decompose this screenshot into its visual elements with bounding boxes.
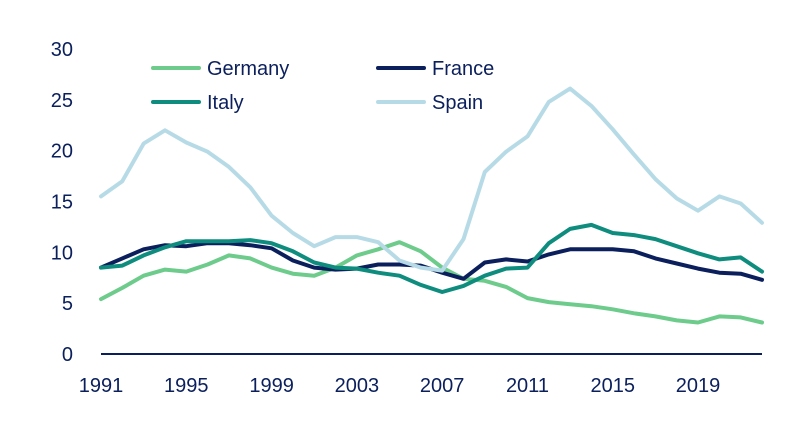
y-tick-label: 15 bbox=[51, 192, 73, 214]
y-tick-label: 30 bbox=[51, 39, 73, 61]
x-tick-label: 1995 bbox=[164, 375, 209, 397]
legend: Germany France Italy Spain bbox=[151, 58, 494, 114]
x-tick-label: 2019 bbox=[676, 375, 721, 397]
x-axis-ticks: 1991 1995 1999 2003 2007 2011 2015 2019 bbox=[79, 375, 721, 397]
legend-label: France bbox=[432, 58, 494, 80]
x-tick-label: 1991 bbox=[79, 375, 124, 397]
series-line-italy bbox=[99, 222, 764, 294]
x-tick-label: 2007 bbox=[420, 375, 465, 397]
y-tick-label: 10 bbox=[51, 242, 73, 264]
x-tick-label: 2015 bbox=[590, 375, 635, 397]
x-tick-label: 2011 bbox=[506, 375, 549, 397]
x-tick-label: 2003 bbox=[335, 375, 380, 397]
y-tick-label: 25 bbox=[51, 90, 73, 112]
series-line-germany bbox=[99, 240, 764, 325]
legend-label: Spain bbox=[432, 92, 483, 114]
legend-item-spain: Spain bbox=[376, 92, 483, 114]
series-lines bbox=[99, 86, 764, 325]
legend-item-germany: Germany bbox=[151, 58, 289, 80]
series-line-spain bbox=[99, 86, 764, 273]
y-tick-label: 0 bbox=[62, 344, 73, 366]
legend-item-france: France bbox=[376, 58, 494, 80]
legend-item-italy: Italy bbox=[151, 92, 244, 114]
x-tick-label: 1999 bbox=[249, 375, 294, 397]
y-tick-label: 20 bbox=[51, 141, 73, 163]
y-tick-label: 5 bbox=[62, 293, 73, 315]
y-axis-ticks: 0 5 10 15 20 25 30 bbox=[51, 39, 73, 366]
legend-label: Italy bbox=[207, 92, 244, 114]
legend-label: Germany bbox=[207, 58, 289, 80]
